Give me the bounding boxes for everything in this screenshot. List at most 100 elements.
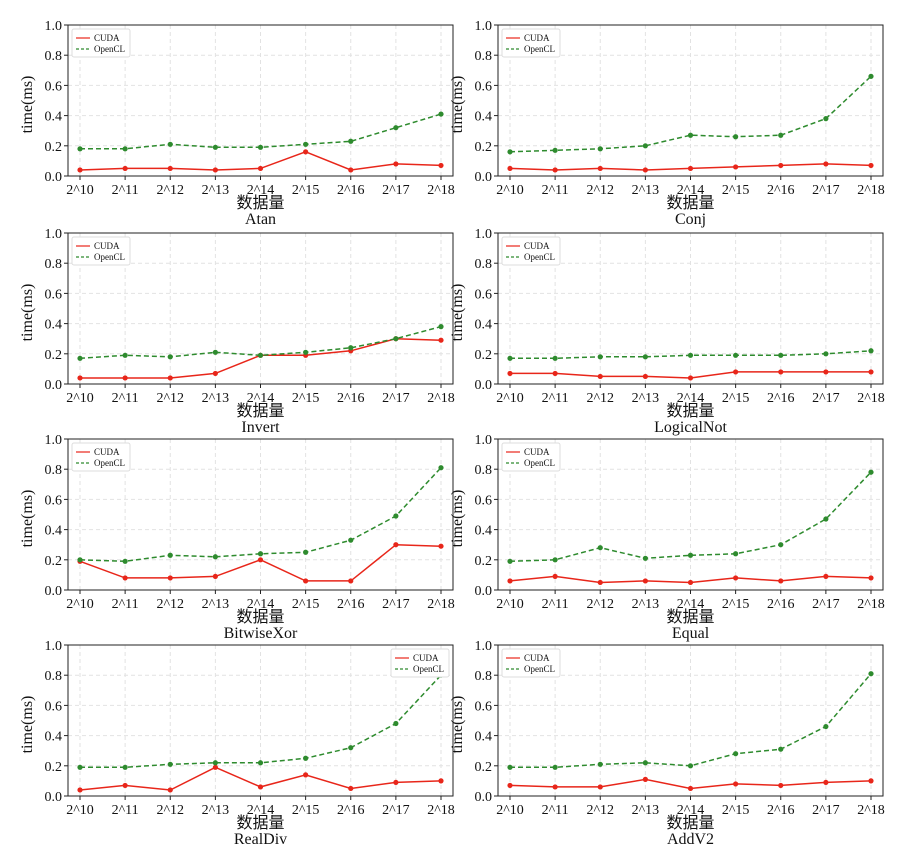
- x-tick-label: 2^18: [427, 597, 455, 612]
- y-axis-label: time(ms): [19, 284, 36, 342]
- x-tick-label: 2^13: [202, 597, 230, 612]
- y-tick-label: 0.2: [45, 140, 63, 155]
- data-point-opencl: [597, 545, 603, 551]
- data-point-cuda: [823, 369, 829, 375]
- data-point-opencl: [348, 345, 354, 351]
- data-point-cuda: [642, 578, 648, 584]
- y-tick-label: 0.6: [475, 79, 493, 94]
- x-tick-label: 2^17: [382, 597, 410, 612]
- data-point-cuda: [597, 373, 603, 380]
- x-tick-label: 2^16: [337, 597, 365, 612]
- data-point-opencl: [823, 116, 829, 122]
- y-tick-label: 0.6: [45, 79, 63, 94]
- x-tick-label: 2^10: [496, 597, 524, 612]
- data-point-cuda: [393, 779, 399, 786]
- y-tick-label: 0.0: [45, 790, 63, 805]
- data-point-cuda: [303, 578, 309, 584]
- y-tick-label: 1.0: [45, 639, 63, 654]
- y-tick-label: 0.6: [45, 493, 63, 508]
- data-point-opencl: [212, 760, 218, 766]
- data-point-cuda: [167, 165, 173, 172]
- y-tick-label: 0.2: [475, 760, 493, 775]
- x-tick-label: 2^13: [202, 183, 230, 198]
- data-point-opencl: [257, 352, 264, 358]
- x-tick-label: 2^10: [66, 183, 94, 198]
- x-tick-label: 2^10: [496, 183, 524, 198]
- x-tick-label: 2^13: [202, 803, 230, 818]
- legend-box: [71, 28, 131, 58]
- y-tick-label: 0.0: [475, 378, 493, 393]
- data-point-cuda: [552, 573, 558, 580]
- y-tick-label: 0.4: [475, 524, 493, 539]
- x-tick-label: 2^15: [722, 597, 750, 612]
- chart-title: LogicalNot: [654, 419, 727, 436]
- data-point-cuda: [438, 162, 444, 169]
- x-tick-label: 2^12: [156, 597, 184, 612]
- data-point-opencl: [552, 764, 558, 770]
- x-tick-label: 2^18: [857, 391, 885, 406]
- y-tick-label: 0.8: [475, 463, 493, 478]
- y-axis-label: time(ms): [449, 490, 466, 548]
- x-tick-label: 2^13: [632, 803, 660, 818]
- data-point-cuda: [552, 167, 558, 173]
- y-tick-label: 0.4: [45, 110, 63, 125]
- data-point-opencl: [122, 764, 128, 770]
- x-tick-label: 2^12: [156, 391, 184, 406]
- x-tick-label: 2^12: [156, 803, 184, 818]
- series-line-opencl: [79, 467, 442, 563]
- data-point-cuda: [122, 375, 128, 381]
- x-tick-label: 2^17: [812, 183, 840, 198]
- y-tick-label: 0.2: [475, 140, 493, 155]
- y-tick-label: 0.2: [45, 760, 63, 775]
- x-tick-label: 2^10: [496, 803, 524, 818]
- y-tick-label: 0.4: [45, 730, 63, 745]
- x-axis-label: 数据量: [666, 402, 714, 420]
- data-point-opencl: [257, 760, 264, 766]
- y-tick-label: 0.4: [45, 524, 63, 539]
- x-tick-label: 2^10: [66, 391, 94, 406]
- data-point-opencl: [642, 354, 648, 360]
- data-point-cuda: [507, 165, 513, 172]
- data-point-opencl: [212, 144, 218, 150]
- data-point-opencl: [552, 355, 558, 361]
- data-point-cuda: [868, 162, 874, 169]
- x-axis-label: 数据量: [236, 402, 284, 420]
- data-point-opencl: [348, 745, 354, 751]
- x-tick-label: 2^18: [427, 391, 455, 406]
- x-tick-label: 2^13: [632, 183, 660, 198]
- x-tick-label: 2^17: [812, 391, 840, 406]
- x-tick-label: 2^13: [632, 597, 660, 612]
- y-tick-label: 0.8: [475, 257, 493, 272]
- y-tick-label: 0.2: [45, 348, 63, 363]
- legend-label-cuda: CUDA: [94, 447, 120, 457]
- data-point-opencl: [597, 761, 603, 767]
- data-point-cuda: [212, 167, 218, 173]
- data-point-cuda: [77, 375, 83, 381]
- data-point-opencl: [348, 138, 354, 144]
- data-point-cuda: [348, 167, 354, 173]
- legend-label-opencl: OpenCL: [94, 252, 125, 262]
- y-axis-label: time(ms): [19, 490, 36, 548]
- x-tick-label: 2^11: [542, 803, 569, 818]
- y-tick-label: 0.4: [475, 110, 493, 125]
- x-tick-label: 2^11: [112, 183, 139, 198]
- x-tick-label: 2^12: [586, 597, 614, 612]
- data-point-cuda: [303, 149, 309, 155]
- x-tick-label: 2^14: [677, 803, 705, 818]
- x-tick-label: 2^11: [542, 597, 569, 612]
- chart-title: RealDiv: [234, 831, 287, 848]
- data-point-opencl: [823, 723, 829, 730]
- x-tick-label: 2^16: [337, 391, 365, 406]
- legend-box: [501, 236, 561, 266]
- legend-label-opencl: OpenCL: [94, 44, 125, 54]
- data-point-opencl: [687, 132, 694, 138]
- data-point-cuda: [733, 164, 739, 170]
- data-point-cuda: [122, 575, 128, 581]
- data-point-opencl: [778, 352, 784, 358]
- data-point-opencl: [733, 352, 739, 358]
- data-point-cuda: [122, 165, 128, 172]
- y-tick-label: 0.4: [475, 730, 493, 745]
- data-point-cuda: [733, 575, 739, 581]
- legend-label-cuda: CUDA: [524, 33, 550, 43]
